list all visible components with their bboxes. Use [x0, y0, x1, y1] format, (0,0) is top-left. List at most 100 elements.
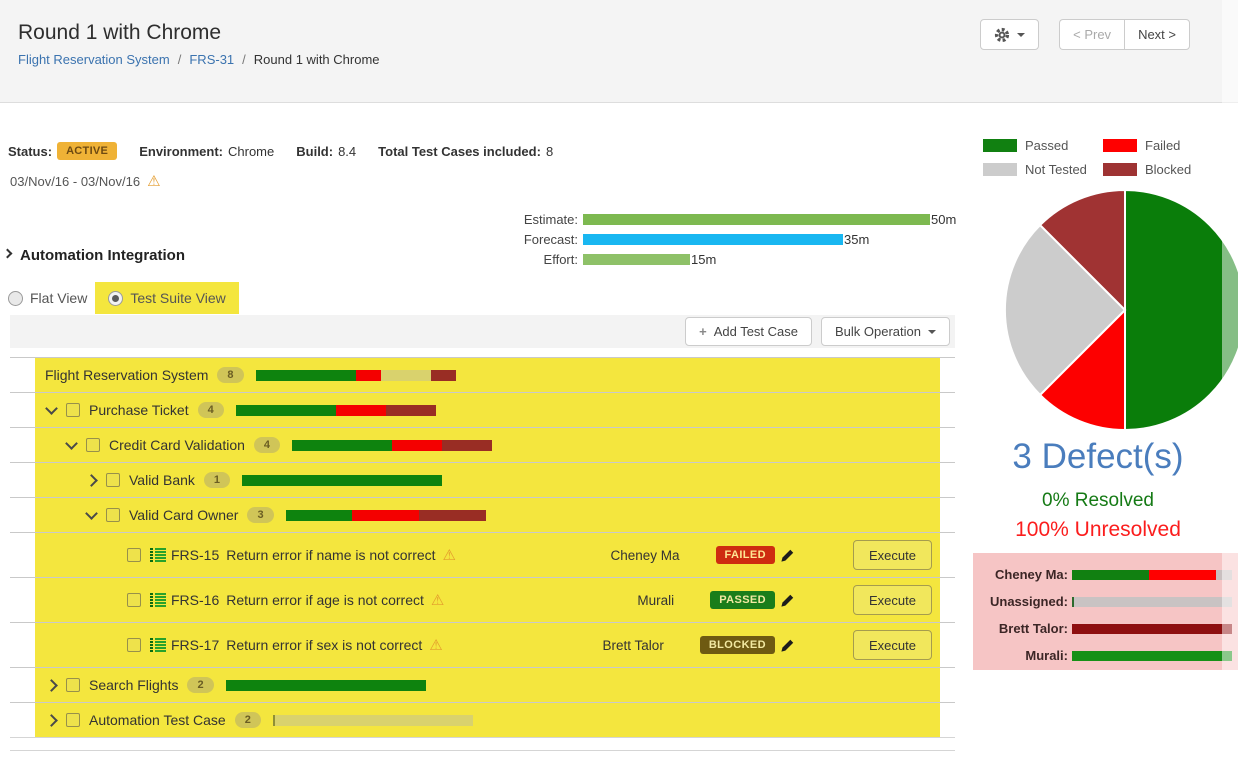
plus-icon: +	[699, 324, 707, 339]
row-checkbox[interactable]	[127, 593, 141, 607]
test-key[interactable]: FRS-16	[171, 592, 220, 608]
scrollbar[interactable]	[1222, 0, 1238, 765]
chevron-down-icon	[1017, 32, 1026, 37]
environment-value: Chrome	[228, 143, 275, 159]
header-actions: < Prev Next >	[980, 19, 1190, 50]
progress-segment	[1072, 569, 1149, 580]
row-checkbox[interactable]	[66, 403, 80, 417]
test-key[interactable]: FRS-15	[171, 547, 220, 563]
row-checkbox[interactable]	[66, 678, 80, 692]
row-checkbox[interactable]	[86, 438, 100, 452]
prev-button[interactable]: < Prev	[1059, 19, 1125, 50]
row-gutter	[10, 393, 35, 427]
row-gutter	[10, 463, 35, 497]
table-row: FRS-17 Return error if sex is not correct…	[10, 622, 955, 667]
test-key[interactable]: FRS-17	[171, 637, 220, 653]
gear-icon	[994, 27, 1010, 43]
suite-label: Credit Card Validation	[109, 437, 245, 453]
radio-icon[interactable]	[8, 290, 23, 306]
test-case-icon	[150, 593, 166, 607]
row-checkbox[interactable]	[127, 548, 141, 562]
table-row: Valid Bank 1	[10, 462, 955, 497]
add-test-case-button[interactable]: + Add Test Case	[685, 317, 812, 346]
execution-status-badge[interactable]: BLOCKED	[699, 636, 776, 654]
chevron-down-icon[interactable]	[65, 436, 78, 450]
row-checkbox[interactable]	[106, 473, 120, 487]
progress-segment	[235, 404, 336, 416]
effort-bar	[583, 233, 843, 245]
effort-value: 35m	[844, 231, 870, 247]
count-badge: 2	[187, 677, 214, 693]
legend-swatch	[983, 163, 1017, 176]
row-checkbox[interactable]	[66, 713, 80, 727]
count-badge: 8	[217, 367, 244, 383]
table-row: FRS-15 Return error if name is not correc…	[10, 532, 955, 577]
row-gutter	[10, 668, 35, 702]
settings-button[interactable]	[980, 19, 1040, 50]
chevron-down-icon[interactable]	[85, 506, 98, 520]
defects-unresolved: 100% Unresolved	[1015, 518, 1181, 541]
chevron-right-icon[interactable]	[45, 713, 58, 727]
effort-value: 15m	[691, 251, 717, 267]
chevron-right-icon[interactable]	[45, 678, 58, 692]
breadcrumb-item[interactable]: FRS-31	[189, 52, 235, 67]
effort-label: Estimate:	[523, 211, 578, 227]
suite-label: Flight Reservation System	[45, 367, 209, 383]
row-body: FRS-17 Return error if sex is not correct…	[35, 623, 940, 667]
row-gutter	[10, 358, 35, 392]
row-checkbox[interactable]	[127, 638, 141, 652]
row-gutter	[10, 498, 35, 532]
assignee-progress-bar	[1072, 569, 1232, 580]
row-tail	[940, 623, 955, 667]
effort-value: 50m	[931, 211, 957, 227]
row-gutter	[10, 428, 35, 462]
row-gutter	[10, 578, 35, 622]
radio-icon[interactable]	[108, 290, 124, 306]
chevron-down-icon[interactable]	[45, 401, 58, 415]
assignee-name: Murali	[637, 592, 675, 608]
assignee-name: Brett Talor	[602, 637, 664, 653]
view-option[interactable]: Test Suite View	[95, 282, 239, 314]
assignee-row: Murali:	[973, 642, 1238, 669]
progress-bar	[242, 474, 443, 486]
progress-segment	[1074, 596, 1232, 607]
bulk-operation-button[interactable]: Bulk Operation	[821, 317, 950, 346]
assignee-label: Murali:	[1025, 648, 1068, 663]
execution-status-badge[interactable]: PASSED	[710, 591, 776, 609]
progress-segment	[442, 439, 493, 451]
add-test-case-label: Add Test Case	[713, 324, 798, 339]
breadcrumb: Flight Reservation System / FRS-31 / Round 1…	[18, 52, 380, 67]
chevron-right-icon[interactable]	[85, 473, 98, 487]
progress-bar	[255, 369, 456, 381]
breadcrumb-item[interactable]: Flight Reservation System	[18, 52, 170, 67]
progress-segment	[292, 439, 393, 451]
effort-row: Forecast: 35m	[498, 229, 956, 249]
execute-button[interactable]: Execute	[853, 540, 932, 570]
environment-label: Environment:	[139, 143, 223, 159]
assignee-row: Unassigned:	[973, 588, 1238, 615]
edit-icon[interactable]	[780, 593, 795, 608]
defects-summary: 3 Defect(s) 0% Resolved 100% Unresolved	[970, 437, 1226, 542]
edit-icon[interactable]	[780, 548, 795, 563]
row-gutter	[10, 533, 35, 577]
row-tail	[940, 463, 955, 497]
table-toolbar: + Add Test Case Bulk Operation	[10, 315, 955, 348]
execution-status-badge[interactable]: FAILED	[715, 546, 776, 564]
progress-segment	[1072, 596, 1075, 607]
pager: < Prev Next >	[1059, 19, 1190, 50]
row-checkbox[interactable]	[106, 508, 120, 522]
row-gutter	[10, 623, 35, 667]
automation-integration-section[interactable]: Automation Integration	[2, 247, 185, 264]
edit-icon[interactable]	[780, 638, 795, 653]
assignee-name: Cheney Ma	[610, 547, 680, 563]
suite-label: Valid Bank	[129, 472, 195, 488]
legend-swatch	[983, 139, 1017, 152]
row-tail	[940, 578, 955, 622]
view-option[interactable]: Flat View	[2, 282, 93, 314]
test-title: Return error if sex is not correct	[226, 637, 423, 653]
execute-button[interactable]: Execute	[853, 585, 932, 615]
execute-button[interactable]: Execute	[853, 630, 932, 660]
next-button[interactable]: Next >	[1124, 19, 1190, 50]
assignee-label: Cheney Ma:	[995, 567, 1068, 582]
effort-bar	[583, 213, 930, 225]
